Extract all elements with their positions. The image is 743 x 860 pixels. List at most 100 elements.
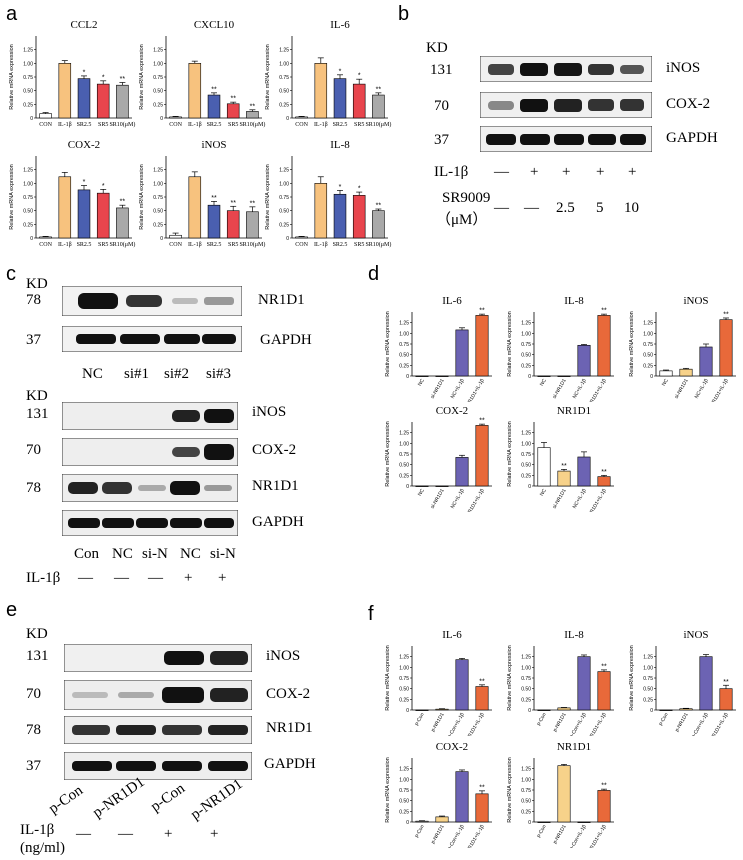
bar <box>188 176 202 239</box>
sr9009-value: 5 <box>596 200 604 216</box>
y-tick-label: 0.50 <box>643 687 653 693</box>
y-tick-label: 0.25 <box>399 473 409 479</box>
x-tick-label: p-Con <box>536 712 548 727</box>
kd-header: KD <box>26 388 48 404</box>
bar-chart: COX-2 Relative mRNA expression 0 0.25 0.50 0.… <box>9 139 135 248</box>
x-tick-label: p-NR1D1+IL-1β <box>463 712 486 736</box>
band-label: COX-2 <box>252 442 297 458</box>
band-image <box>61 509 239 537</box>
x-tick-label: p-NR1D1+IL-1β <box>707 712 730 736</box>
x-tick-label: SR2.5 <box>333 242 348 248</box>
kd-marker: 70 <box>26 686 41 702</box>
y-tick-label: 0.75 <box>23 75 33 81</box>
bar <box>77 78 91 119</box>
panel-label-e: e <box>6 599 18 621</box>
significance-mark: ** <box>120 199 126 206</box>
bar <box>169 234 182 239</box>
significance-mark: ** <box>376 86 382 93</box>
bar-chart: IL-6 Relative mRNA expression 0 0.25 0.50 0.7… <box>385 629 492 736</box>
y-tick-label: 0.75 <box>399 788 409 794</box>
significance-mark: * <box>339 184 342 191</box>
x-tick-label: NC <box>539 378 548 388</box>
y-tick-label: 0 <box>286 236 289 242</box>
y-tick-label: 1.25 <box>643 655 653 661</box>
x-tick-label: si-NR1D1 <box>674 378 690 400</box>
x-tick-label: SR10(μM) <box>239 121 265 128</box>
bar-chart: IL-8 Relative mRNA expression 0 0.25 0.50 0.7… <box>507 629 614 736</box>
sr9009-value: 10 <box>624 200 639 216</box>
x-tick-label: SR2.5 <box>333 122 348 128</box>
y-tick-label: 1.00 <box>279 61 289 67</box>
il1b-label: IL-1β <box>434 164 469 180</box>
y-tick-label: 1.00 <box>521 331 531 337</box>
il1b-value: — <box>494 164 509 180</box>
x-tick-label: SR2.5 <box>77 242 92 248</box>
bar-chart: iNOS Relative mRNA expression 0 0.25 0.50 0.7… <box>629 295 736 402</box>
bar <box>557 765 571 823</box>
significance-mark: ** <box>230 96 236 103</box>
lane-label: p-NR1D1 <box>90 774 148 822</box>
il1b-unit: (ng/ml) <box>20 840 65 856</box>
y-tick-label: 1.00 <box>399 441 409 447</box>
bar <box>116 207 129 239</box>
il1b-value: + <box>218 570 227 586</box>
lane-label: p-Con <box>46 782 86 818</box>
bar <box>415 709 429 711</box>
kd-marker: 78 <box>26 480 41 496</box>
significance-mark: * <box>102 183 105 190</box>
y-tick-label: 1.25 <box>399 655 409 661</box>
x-tick-label: SR5 <box>228 122 238 128</box>
y-axis-label: Relative mRNA expression <box>265 44 271 109</box>
panel-label-b: b <box>398 3 410 25</box>
band-image <box>63 679 253 711</box>
lane-label: si#1 <box>124 366 150 382</box>
band-image <box>61 325 243 353</box>
y-axis-label: Relative mRNA expression <box>629 311 635 376</box>
bar <box>577 821 591 823</box>
y-tick-label: 1.00 <box>643 665 653 671</box>
y-tick-label: 0.50 <box>23 89 33 95</box>
bar <box>475 315 489 377</box>
band-image <box>479 55 653 83</box>
bar <box>475 686 489 711</box>
significance-mark: ** <box>601 783 607 790</box>
x-tick-label: p-Con <box>414 712 426 727</box>
kd-header: KD <box>26 626 48 642</box>
x-tick-label: IL-1β <box>314 242 328 248</box>
il1b-value: + <box>184 570 193 586</box>
blot-band <box>61 473 239 503</box>
bar <box>679 708 693 711</box>
y-tick-label: 0 <box>528 484 531 490</box>
panel-label-f: f <box>368 603 374 625</box>
x-tick-label: SR10(μM) <box>109 121 135 128</box>
band-image <box>479 125 653 153</box>
y-axis-label: Relative mRNA expression <box>139 44 145 109</box>
band-image <box>63 715 253 745</box>
chart-title: COX-2 <box>436 405 468 417</box>
y-axis-label: Relative mRNA expression <box>507 757 513 822</box>
y-tick-label: 0.50 <box>521 353 531 359</box>
chart-title: iNOS <box>683 295 708 307</box>
bar <box>207 94 221 119</box>
kd-marker: 70 <box>434 98 449 114</box>
band-label: COX-2 <box>666 96 711 112</box>
bar <box>435 816 449 823</box>
significance-mark: * <box>358 73 361 80</box>
y-tick-label: 1.00 <box>153 61 163 67</box>
band-label: COX-2 <box>266 686 311 702</box>
significance-mark: ** <box>601 308 607 315</box>
sr9009-value: — <box>494 200 509 216</box>
y-tick-label: 0 <box>30 236 33 242</box>
blot-band <box>479 91 653 119</box>
y-tick-label: 1.25 <box>521 767 531 773</box>
bar <box>314 183 328 239</box>
y-tick-label: 0.25 <box>399 697 409 703</box>
bar <box>58 63 72 119</box>
il1b-label: IL-1β <box>26 570 61 586</box>
bar <box>455 329 469 377</box>
y-tick-label: 0.75 <box>521 342 531 348</box>
x-tick-label: p-NR1D1 <box>674 712 690 733</box>
sr9009-value: — <box>524 200 539 216</box>
bar-chart: NR1D1 Relative mRNA expression 0 0.25 0.50 0.… <box>507 405 614 512</box>
y-tick-label: 0.25 <box>521 473 531 479</box>
